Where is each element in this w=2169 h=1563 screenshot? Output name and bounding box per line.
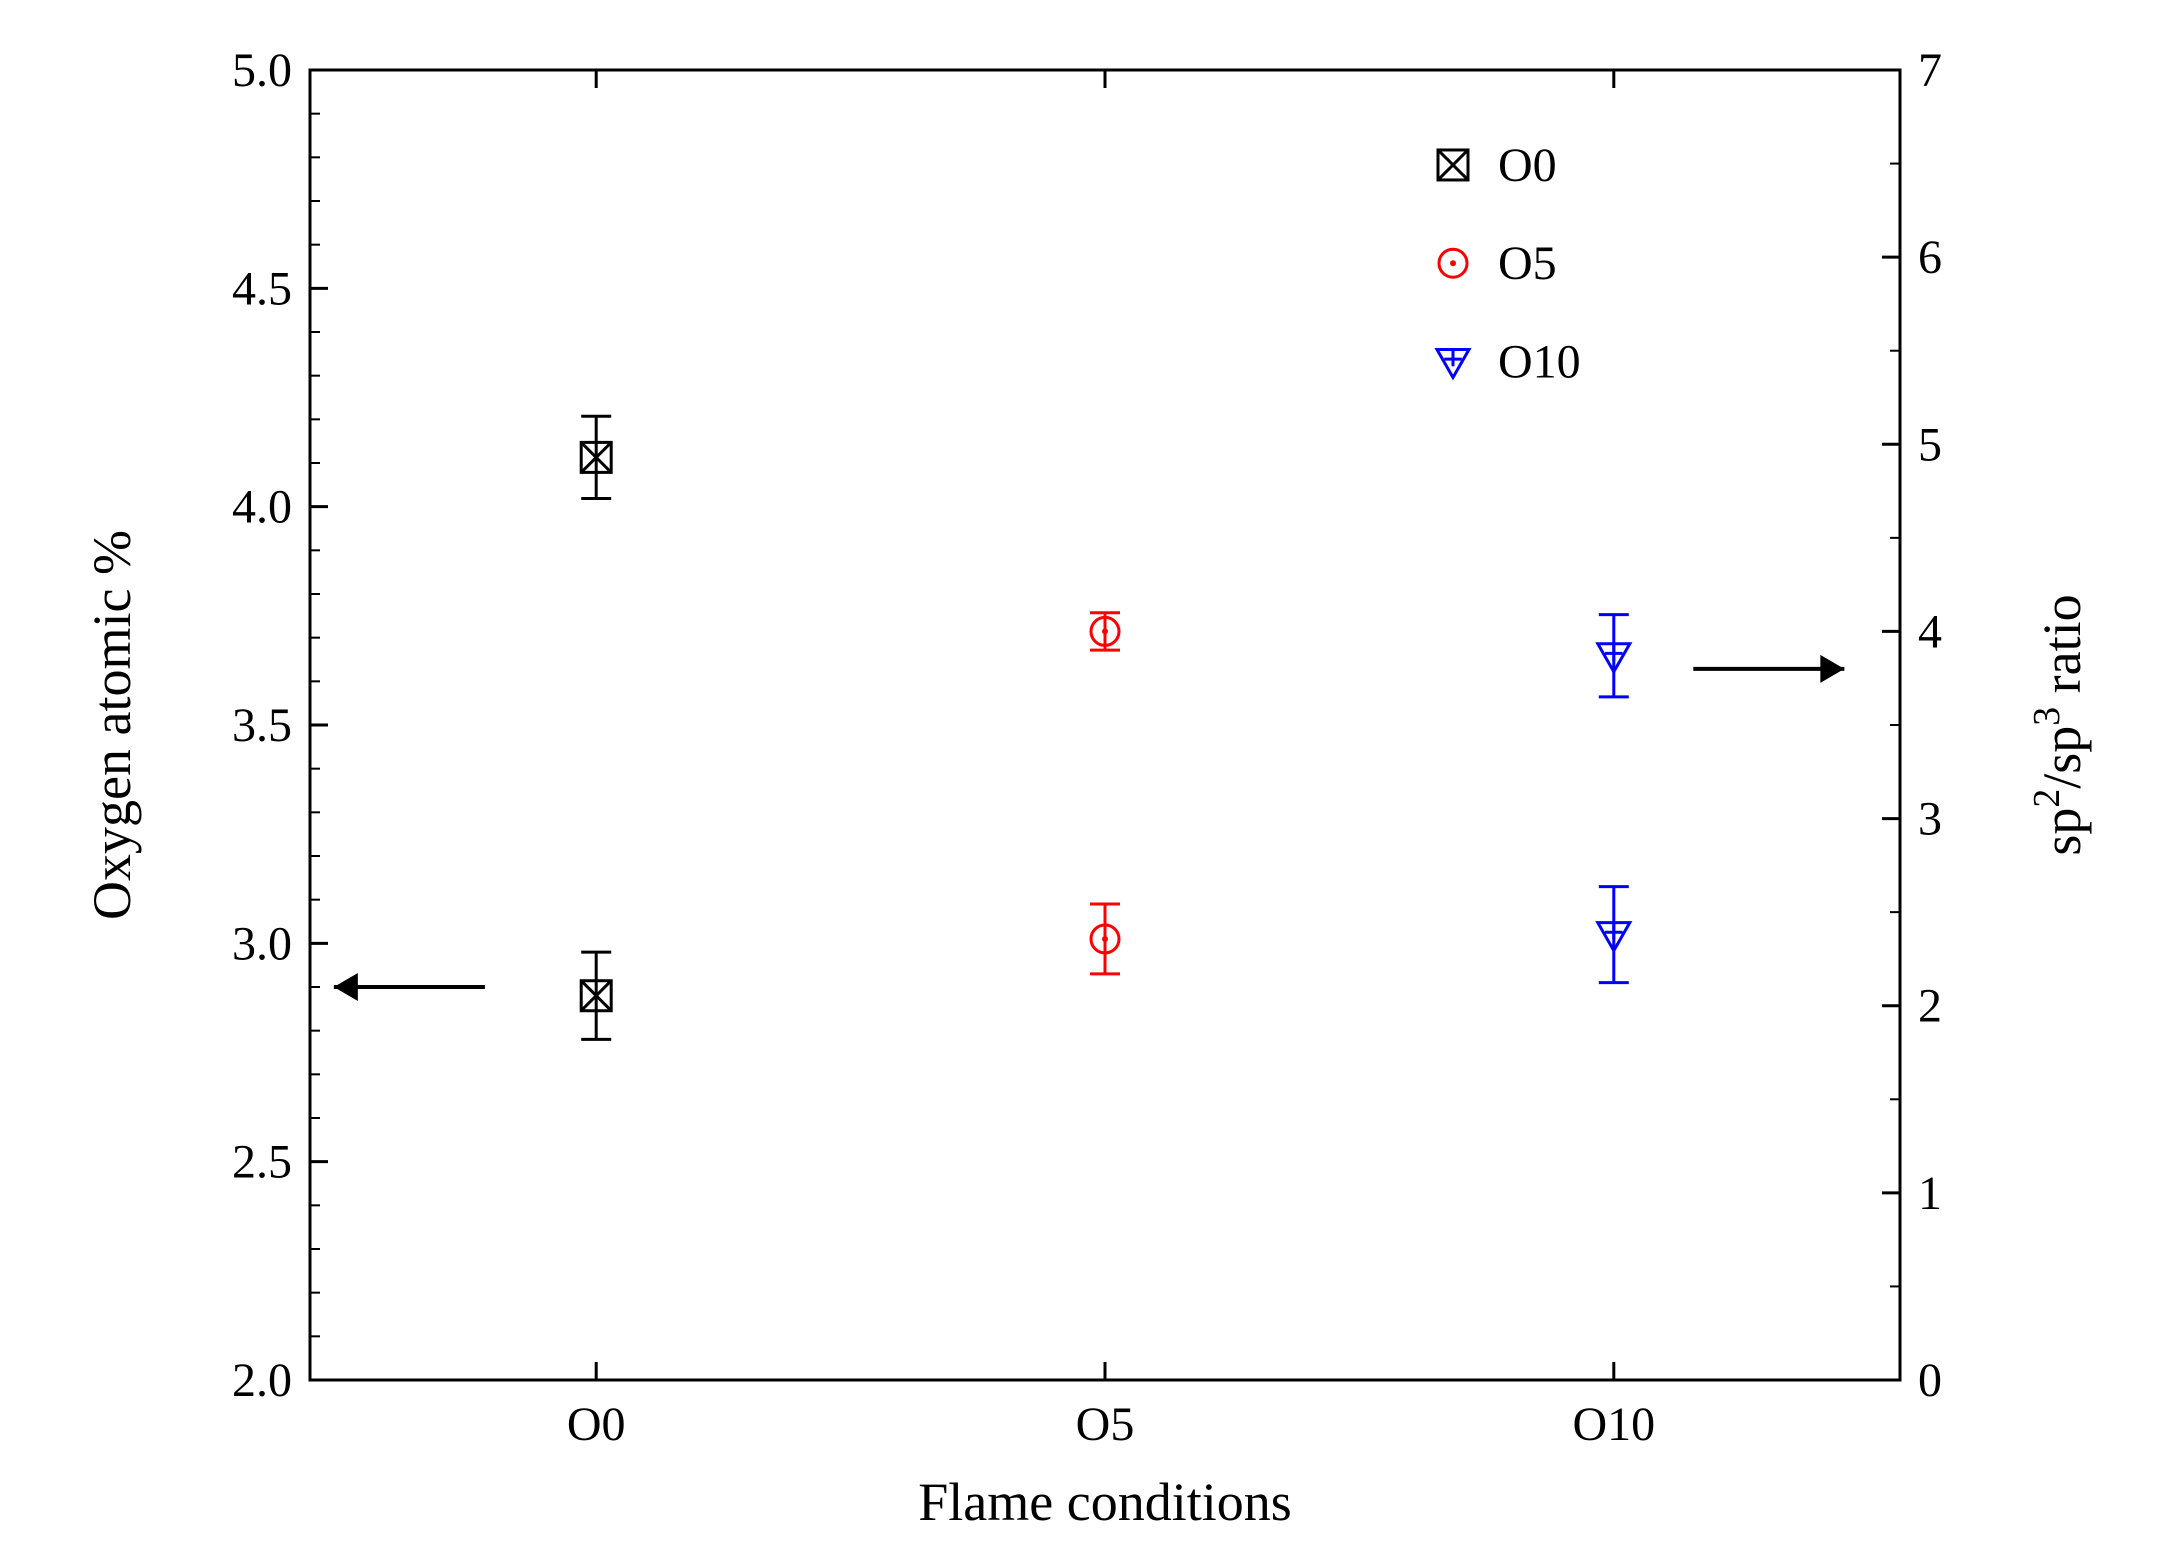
left-tick-label: 5.0 xyxy=(232,44,292,97)
right-tick-label: 3 xyxy=(1918,793,1942,846)
right-tick-label: 5 xyxy=(1918,418,1942,471)
left-tick-label: 3.0 xyxy=(232,917,292,970)
series-O5 xyxy=(1090,613,1120,974)
chart-svg: O0 O5 O10 Flame conditions 2.0 2.5 3.0 3.5 4.0 4.… xyxy=(0,0,2169,1563)
left-tick-label: 4.0 xyxy=(232,481,292,534)
x-tick-label: O10 xyxy=(1572,1398,1655,1451)
right-tick-label: 1 xyxy=(1918,1167,1942,1220)
legend-label: O0 xyxy=(1498,139,1557,192)
legend-item: O10 xyxy=(1437,335,1581,388)
right-tick-label: 0 xyxy=(1918,1354,1942,1407)
legend-label: O10 xyxy=(1498,335,1581,388)
plot-box xyxy=(310,70,1900,1380)
left-tick-label: 3.5 xyxy=(232,699,292,752)
left-tick-label: 4.5 xyxy=(232,262,292,315)
series-layer xyxy=(581,416,1630,1039)
indicator-arrow xyxy=(334,973,485,1001)
indicator-arrow xyxy=(1693,655,1844,683)
series-O0 xyxy=(581,416,611,1039)
right-tick-label: 7 xyxy=(1918,44,1942,97)
right-tick-label: 2 xyxy=(1918,980,1942,1033)
right-tick-label: 6 xyxy=(1918,231,1942,284)
series-O10 xyxy=(1598,615,1630,983)
legend: O0 O5 O10 xyxy=(1437,139,1581,389)
y-left-axis-label: Oxygen atomic % xyxy=(82,530,142,920)
left-tick-label: 2.5 xyxy=(232,1136,292,1189)
right-tick-label: 4 xyxy=(1918,605,1942,658)
chart-wrapper: O0 O5 O10 Flame conditions 2.0 2.5 3.0 3.5 4.0 4.… xyxy=(0,0,2169,1563)
left-tick-label: 2.0 xyxy=(232,1354,292,1407)
legend-item: O5 xyxy=(1439,237,1557,290)
legend-item: O0 xyxy=(1438,139,1557,192)
x-tick-label: O5 xyxy=(1076,1398,1135,1451)
legend-label: O5 xyxy=(1498,237,1557,290)
x-tick-label: O0 xyxy=(567,1398,626,1451)
y-right-axis-label: sp2/sp3 ratio xyxy=(2026,594,2092,855)
x-axis-label: Flame conditions xyxy=(918,1472,1291,1532)
